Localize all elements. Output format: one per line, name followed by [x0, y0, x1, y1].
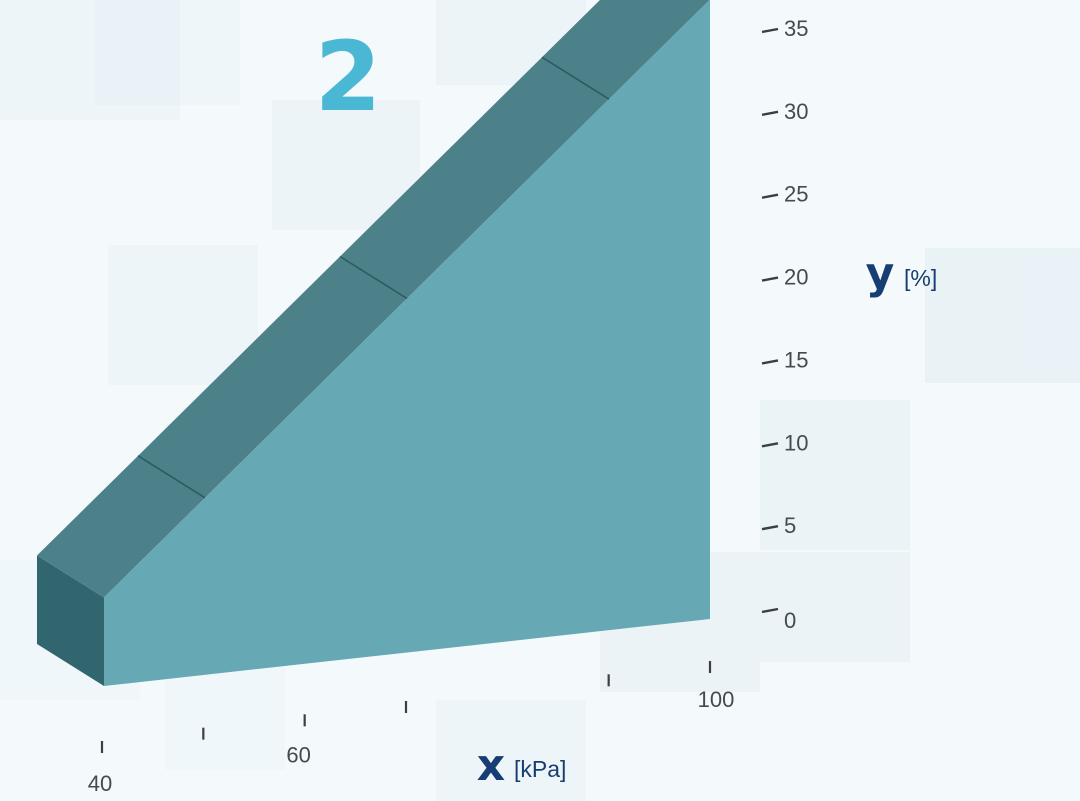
block-front-face — [104, 0, 710, 686]
area-block — [37, 0, 710, 686]
x-tick-label: 40 — [88, 771, 112, 796]
y-tick-label: 15 — [784, 347, 808, 372]
y-tick-label: 30 — [784, 99, 808, 124]
x-tick-label: 100 — [698, 687, 735, 712]
y-tick — [761, 524, 779, 531]
figure-number-badge: 2 — [315, 21, 382, 133]
background-square — [925, 248, 1080, 383]
y-tick — [761, 110, 779, 117]
background-square — [760, 400, 910, 550]
y-tick-label: 0 — [784, 608, 796, 633]
block-side-face — [37, 555, 104, 686]
y-tick — [761, 193, 779, 199]
y-tick-label: 10 — [784, 430, 808, 455]
background-square — [0, 0, 180, 120]
y-axis: 0 5 10 15 20 25 30 35 — [761, 16, 808, 633]
background-square — [436, 700, 586, 801]
y-tick — [761, 607, 779, 614]
background-square — [95, 0, 240, 105]
y-tick-label: 25 — [784, 182, 808, 207]
top-seam — [541, 56, 610, 100]
top-seam — [137, 455, 206, 499]
x-axis-title: x [kPa] — [477, 740, 567, 791]
y-tick — [761, 276, 779, 282]
x-axis-unit: [kPa] — [514, 756, 566, 782]
top-seam — [339, 255, 408, 300]
y-axis-unit: [%] — [904, 265, 937, 291]
top-face-seams — [137, 56, 610, 499]
y-tick — [761, 442, 779, 448]
y-tick-label: 35 — [784, 16, 808, 41]
x-axis: 40 60 100 — [88, 661, 735, 796]
y-axis-title: y [%] — [866, 248, 938, 299]
x-tick-label: 60 — [286, 742, 310, 767]
y-tick-label: 20 — [784, 265, 808, 290]
y-tick-label: 5 — [784, 513, 796, 538]
y-tick — [761, 27, 779, 34]
x-axis-variable: x — [477, 740, 505, 791]
background-square — [108, 245, 258, 385]
block-top-face — [37, 0, 710, 598]
y-tick — [761, 359, 779, 365]
background-square — [760, 552, 910, 662]
y-axis-variable: y — [866, 248, 895, 299]
